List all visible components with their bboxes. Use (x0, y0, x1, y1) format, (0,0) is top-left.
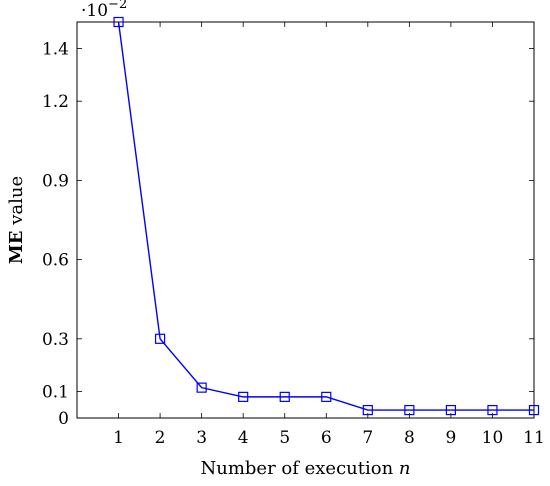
x-axis-label: Number of execution n (200, 458, 410, 479)
x-tick-label: 1 (113, 428, 124, 448)
x-tick-label: 6 (321, 428, 332, 448)
y-tick-label: 1.4 (42, 39, 69, 59)
data-point-marker (279, 391, 290, 402)
x-axis-label-text: Number of execution (200, 458, 393, 479)
x-axis-label-var: n (399, 458, 411, 479)
y-tick-label: 0.3 (42, 330, 69, 350)
x-tick-label: 9 (445, 428, 456, 448)
data-point-marker (362, 404, 373, 416)
data-point-marker (321, 391, 332, 402)
plot-area: 1 2 3 4 5 6 7 8 9 10 11 0 0.1 0.3 0.6 0.9 1.2 1.4 (42, 16, 545, 448)
data-point-marker (154, 333, 166, 344)
series-line (117, 21, 534, 411)
ticks: 1 2 3 4 5 6 7 8 9 10 11 0 0.1 0.3 0.6 0.9 1.2 1.4 (42, 22, 545, 448)
x-tick-label: 3 (196, 428, 207, 448)
y-tick-label: 0.9 (42, 171, 69, 191)
y-scale-multiplier: ·10−2 (81, 0, 127, 21)
y-axis-label: ME value (6, 176, 27, 264)
x-tick-label: 5 (279, 428, 290, 448)
data-point-marker (113, 16, 124, 28)
x-tick-label: 7 (362, 428, 373, 448)
data-point-marker (404, 404, 415, 416)
x-tick-label: 4 (238, 428, 249, 448)
x-tick-label: 8 (404, 428, 415, 448)
x-tick-label: 2 (155, 428, 166, 448)
markers (113, 16, 540, 416)
x-tick-label: 10 (482, 428, 504, 448)
data-point-marker (196, 382, 207, 393)
y-tick-label: 0.1 (42, 383, 69, 403)
data-point-marker (487, 404, 498, 416)
data-point-marker (238, 391, 249, 402)
x-tick-label: 11 (523, 428, 545, 448)
plot-frame (76, 21, 535, 419)
y-scale-base: ·10 (81, 1, 108, 21)
data-point-marker (528, 404, 540, 416)
y-axis-label-rest: value (6, 176, 27, 231)
data-point-marker (445, 404, 457, 416)
y-tick-label: 0 (58, 409, 69, 429)
y-scale-exponent: −2 (108, 0, 127, 12)
y-axis-label-bold: ME (6, 230, 27, 264)
y-tick-label: 0.6 (42, 251, 69, 271)
y-tick-label: 1.2 (42, 92, 69, 112)
